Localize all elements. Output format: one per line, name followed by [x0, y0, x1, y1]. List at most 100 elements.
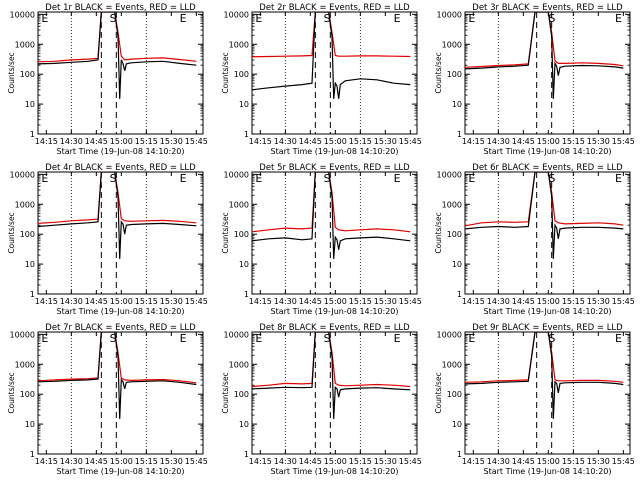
- panel-det-8: Det 8r BLACK = Events, RED = LLD 1 10 100 10…: [221, 323, 422, 476]
- panel-det-6: Det 6r BLACK = Events, RED = LLD 1 10 100 10…: [434, 163, 635, 316]
- plot-frame: [37, 11, 204, 135]
- marker-letter: E: [255, 12, 262, 25]
- y-axis-label: Counts/sec: [221, 372, 230, 413]
- y-tick-label: 1: [244, 130, 249, 139]
- x-tick-label: 15:15: [349, 457, 372, 466]
- y-axis-label: Counts/sec: [434, 52, 443, 93]
- x-tick-label: 14:30: [487, 297, 510, 306]
- marker-letter: S: [324, 172, 331, 185]
- x-tick-label: 14:45: [85, 457, 108, 466]
- x-tick-label: 15:00: [537, 297, 560, 306]
- plot-frame: [251, 11, 418, 135]
- plot-frame: [37, 171, 204, 295]
- x-tick-label: 15:15: [135, 137, 158, 146]
- series-line-lld: [38, 12, 197, 63]
- x-tick-label: 15:15: [135, 457, 158, 466]
- x-tick-label: 14:15: [35, 137, 58, 146]
- x-axis-label: Start Time (19-Jun-08 14:10:20): [57, 467, 185, 476]
- panel-det-7: Det 7r BLACK = Events, RED = LLD 1 10 100 10…: [7, 323, 208, 476]
- y-axis-label: Counts/sec: [434, 212, 443, 253]
- x-tick-label: 14:15: [462, 137, 485, 146]
- x-tick-label: 15:45: [399, 297, 422, 306]
- y-tick-label: 1000: [442, 360, 462, 369]
- panel-title: Det 3r BLACK = Events, RED = LLD: [472, 3, 623, 13]
- x-tick-label: 15:30: [587, 137, 610, 146]
- x-tick-label: 14:30: [274, 137, 297, 146]
- marker-letter: E: [180, 12, 187, 25]
- y-axis-label: Counts/sec: [7, 372, 16, 413]
- panel-det-4: Det 4r BLACK = Events, RED = LLD 1 10 100 10…: [7, 163, 208, 316]
- panel-title: Det 9r BLACK = Events, RED = LLD: [472, 323, 623, 333]
- y-tick-label: 10000: [10, 170, 35, 179]
- x-tick-label: 15:00: [110, 297, 133, 306]
- x-tick-label: 15:00: [110, 137, 133, 146]
- y-tick-label: 10: [452, 100, 462, 109]
- plot-frame: [464, 11, 631, 135]
- x-tick-label: 14:45: [85, 137, 108, 146]
- series-line-events: [465, 12, 624, 99]
- series-line-events: [252, 172, 411, 259]
- x-tick-label: 15:45: [612, 137, 635, 146]
- plot-frame: [464, 171, 631, 295]
- panel-title: Det 2r BLACK = Events, RED = LLD: [259, 3, 410, 13]
- x-tick-label: 15:15: [562, 137, 585, 146]
- x-tick-label: 14:30: [487, 137, 510, 146]
- marker-letter: E: [41, 172, 48, 185]
- x-tick-label: 15:45: [399, 137, 422, 146]
- x-tick-label: 15:45: [612, 297, 635, 306]
- plot-frame: [37, 331, 204, 455]
- y-tick-label: 10000: [437, 330, 462, 339]
- x-axis-label: Start Time (19-Jun-08 14:10:20): [271, 467, 399, 476]
- panel-det-2: Det 2r BLACK = Events, RED = LLD 1 10 100 10…: [221, 3, 422, 156]
- x-tick-label: 14:45: [299, 297, 322, 306]
- x-tick-label: 14:30: [60, 297, 83, 306]
- y-tick-label: 100: [447, 390, 462, 399]
- y-axis-label: Counts/sec: [221, 212, 230, 253]
- plot-frame: [464, 331, 631, 455]
- marker-letter: E: [468, 172, 475, 185]
- y-tick-label: 100: [20, 230, 35, 239]
- x-axis-label: Start Time (19-Jun-08 14:10:20): [484, 467, 612, 476]
- y-tick-label: 1: [30, 290, 35, 299]
- series-line-events: [38, 172, 197, 259]
- marker-letter: E: [255, 332, 262, 345]
- marker-letter: E: [615, 12, 622, 25]
- panel-title: Det 8r BLACK = Events, RED = LLD: [259, 323, 410, 333]
- x-tick-label: 15:00: [324, 297, 347, 306]
- x-tick-label: 15:30: [587, 297, 610, 306]
- x-tick-label: 14:45: [512, 137, 535, 146]
- x-tick-label: 15:30: [160, 137, 183, 146]
- panel-title: Det 7r BLACK = Events, RED = LLD: [45, 323, 196, 333]
- y-tick-label: 1: [244, 290, 249, 299]
- y-axis-label: Counts/sec: [221, 52, 230, 93]
- y-tick-label: 100: [234, 230, 249, 239]
- x-axis-label: Start Time (19-Jun-08 14:10:20): [271, 147, 399, 156]
- y-axis-label: Counts/sec: [434, 372, 443, 413]
- x-tick-label: 14:15: [249, 457, 272, 466]
- x-axis-label: Start Time (19-Jun-08 14:10:20): [484, 307, 612, 316]
- y-tick-label: 10000: [224, 10, 249, 19]
- y-tick-label: 1: [30, 450, 35, 459]
- x-tick-label: 15:00: [537, 137, 560, 146]
- x-tick-label: 15:30: [374, 457, 397, 466]
- x-tick-label: 15:45: [185, 457, 208, 466]
- x-tick-label: 15:15: [349, 137, 372, 146]
- panel-title: Det 1r BLACK = Events, RED = LLD: [45, 3, 196, 13]
- panel-det-9: Det 9r BLACK = Events, RED = LLD 1 10 100 10…: [434, 323, 635, 476]
- marker-letter: E: [180, 172, 187, 185]
- panel-title: Det 5r BLACK = Events, RED = LLD: [259, 163, 410, 173]
- y-tick-label: 10: [25, 260, 35, 269]
- marker-letter: S: [324, 332, 331, 345]
- panel-det-3: Det 3r BLACK = Events, RED = LLD 1 10 100 10…: [434, 3, 635, 156]
- x-tick-label: 14:45: [85, 297, 108, 306]
- y-tick-label: 1000: [442, 200, 462, 209]
- y-tick-label: 1000: [229, 200, 249, 209]
- x-tick-label: 15:15: [349, 297, 372, 306]
- marker-letter: S: [110, 172, 117, 185]
- panel-det-5: Det 5r BLACK = Events, RED = LLD 1 10 100 10…: [221, 163, 422, 316]
- x-tick-label: 14:45: [299, 137, 322, 146]
- series-line-events: [38, 12, 197, 99]
- y-tick-label: 10000: [10, 330, 35, 339]
- series-line-events: [38, 332, 197, 419]
